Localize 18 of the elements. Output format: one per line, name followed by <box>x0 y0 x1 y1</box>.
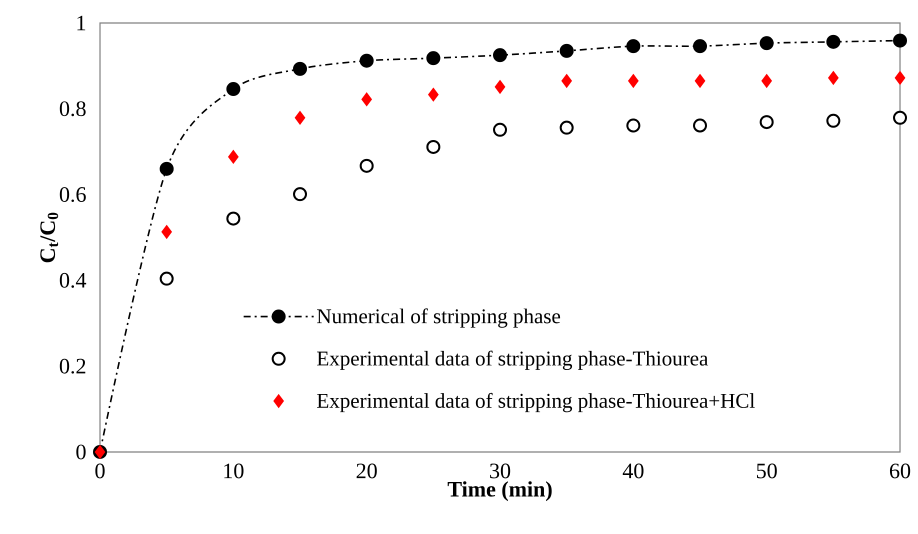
x-tick-label: 50 <box>756 464 777 478</box>
x-tick-label: 30 <box>490 464 510 478</box>
x-tick-label: 0 <box>95 464 105 478</box>
legend-label: Experimental data of stripping phase-Thiourea <box>317 350 708 370</box>
x-tick-label: 60 <box>890 464 910 478</box>
y-tick-label: 0.2 <box>60 358 86 374</box>
y-axis-title: C$_{t}$/C$_{0}$ <box>40 212 58 262</box>
y-tick-label: 0.8 <box>60 101 86 116</box>
x-tick-label: 10 <box>224 464 244 478</box>
legend-label: Numerical of stripping phase <box>317 308 560 328</box>
y-tick-label: 1 <box>77 16 86 30</box>
x-axis-title: Time (min) <box>448 481 552 502</box>
x-tick-label: 40 <box>622 464 644 478</box>
y-tick-label: 0.6 <box>60 187 86 202</box>
legend-label: Experimental data of stripping phase-Thiourea+HCl <box>317 392 755 412</box>
x-tick-label: 20 <box>356 464 377 478</box>
y-tick-label: 0 <box>76 444 86 460</box>
y-tick-label: 0.4 <box>60 272 86 288</box>
